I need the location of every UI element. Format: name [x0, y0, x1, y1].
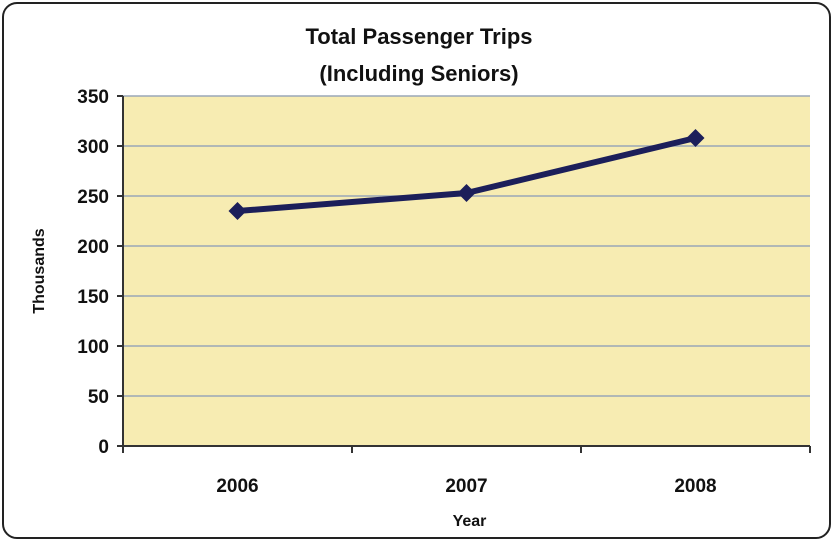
- x-tick-label: 2007: [445, 476, 487, 497]
- y-axis-label: Thousands: [31, 228, 48, 313]
- y-tick-label: 0: [98, 437, 109, 458]
- x-tick-label: 2006: [216, 476, 258, 497]
- chart-title-line-2: (Including Seniors): [319, 61, 518, 86]
- axes: [117, 95, 811, 453]
- x-tick-label: 2008: [674, 476, 716, 497]
- x-axis-label: Year: [453, 513, 487, 530]
- data-point-marker: [686, 129, 705, 147]
- y-tick-labels: 0 50 100 150 200 250 300 350: [77, 87, 109, 458]
- chart-title-line-1: Total Passenger Trips: [305, 24, 532, 49]
- y-tick-label: 100: [77, 337, 109, 358]
- y-tick-label: 250: [77, 187, 109, 208]
- plot-area: [123, 96, 810, 446]
- series-line: [228, 129, 705, 220]
- y-tick-label: 200: [77, 237, 109, 258]
- y-tick-label: 50: [88, 387, 109, 408]
- data-point-marker: [228, 202, 247, 220]
- x-tick-labels: 2006 2007 2008: [216, 476, 716, 497]
- data-point-marker: [457, 184, 476, 202]
- y-tick-label: 150: [77, 287, 109, 308]
- y-tick-label: 350: [77, 87, 109, 108]
- y-tick-label: 300: [77, 137, 109, 158]
